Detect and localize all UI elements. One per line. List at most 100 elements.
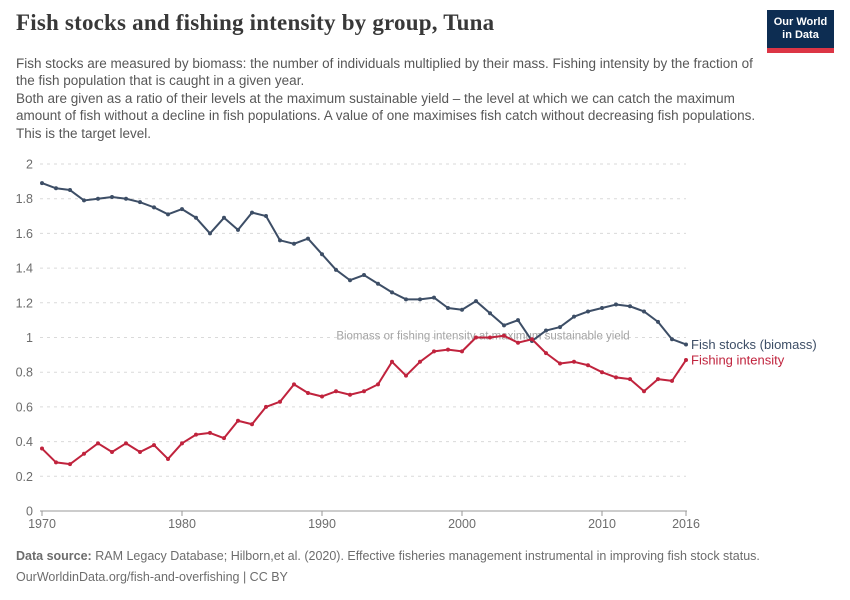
data-point-fishing-intensity-2006 — [544, 351, 548, 356]
data-point-fishing-intensity-2007 — [558, 361, 562, 366]
owid-logo-line2: in Data — [782, 29, 819, 41]
footer-link-line[interactable]: OurWorldinData.org/fish-and-overfishing … — [16, 570, 288, 584]
y-tick-label-1.2: 1.2 — [16, 296, 33, 310]
data-point-fishing-intensity-1971 — [54, 460, 58, 465]
data-point-fishing-intensity-2001 — [474, 335, 478, 340]
data-point-fish-stocks-biomass-1998 — [432, 295, 436, 300]
data-point-fish-stocks-biomass-2014 — [656, 319, 660, 324]
data-point-fish-stocks-biomass-2015 — [670, 337, 674, 342]
data-point-fish-stocks-biomass-1991 — [334, 267, 338, 272]
subtitle-paragraph-1: Fish stocks are measured by biomass: the… — [16, 56, 753, 89]
data-point-fish-stocks-biomass-1982 — [208, 231, 212, 236]
data-point-fishing-intensity-1991 — [334, 389, 338, 394]
data-point-fish-stocks-biomass-2012 — [628, 304, 632, 309]
data-point-fishing-intensity-1998 — [432, 349, 436, 354]
data-point-fishing-intensity-1985 — [250, 422, 254, 427]
y-tick-label-0.4: 0.4 — [16, 435, 33, 449]
data-point-fishing-intensity-1975 — [110, 450, 114, 455]
data-point-fish-stocks-biomass-1987 — [278, 238, 282, 243]
x-tick-label-2000: 2000 — [448, 517, 476, 531]
data-point-fish-stocks-biomass-1986 — [264, 214, 268, 219]
data-point-fish-stocks-biomass-2001 — [474, 299, 478, 304]
data-point-fish-stocks-biomass-2010 — [600, 306, 604, 311]
y-tick-label-2: 2 — [26, 158, 33, 172]
data-point-fishing-intensity-1995 — [390, 359, 394, 364]
data-point-fishing-intensity-1984 — [236, 418, 240, 423]
data-point-fish-stocks-biomass-2000 — [460, 307, 464, 312]
data-point-fishing-intensity-1973 — [82, 451, 86, 456]
line-chart: 0 0.2 0.4 0.6 0.8 1 1.2 1.4 1.6 1.8 2 Biomass or fi… — [0, 150, 850, 545]
data-point-fishing-intensity-1997 — [418, 359, 422, 364]
x-tick-label-1990: 1990 — [308, 517, 336, 531]
data-point-fish-stocks-biomass-1988 — [292, 241, 296, 246]
data-point-fishing-intensity-1992 — [348, 392, 352, 397]
data-point-fishing-intensity-1990 — [320, 394, 324, 399]
data-point-fish-stocks-biomass-2002 — [488, 311, 492, 316]
data-point-fishing-intensity-1979 — [166, 456, 170, 461]
data-point-fishing-intensity-2010 — [600, 370, 604, 375]
data-point-fish-stocks-biomass-1981 — [194, 215, 198, 220]
data-point-fish-stocks-biomass-1974 — [96, 196, 100, 201]
data-point-fish-stocks-biomass-1979 — [166, 212, 170, 217]
data-point-fishing-intensity-1970 — [40, 446, 44, 451]
data-point-fishing-intensity-1974 — [96, 441, 100, 446]
owid-logo[interactable]: Our World in Data — [767, 10, 834, 53]
data-point-fish-stocks-biomass-1997 — [418, 297, 422, 302]
data-point-fishing-intensity-1972 — [68, 462, 72, 467]
data-point-fishing-intensity-2011 — [614, 375, 618, 380]
subtitle-paragraph-2: Both are given as a ratio of their level… — [16, 90, 756, 141]
y-tick-label-0: 0 — [26, 505, 33, 519]
data-point-fish-stocks-biomass-1994 — [376, 281, 380, 286]
x-tick-label-1970: 1970 — [28, 517, 56, 531]
data-point-fishing-intensity-1983 — [222, 436, 226, 441]
y-tick-label-1.8: 1.8 — [16, 192, 33, 206]
data-point-fish-stocks-biomass-1999 — [446, 306, 450, 311]
data-point-fishing-intensity-1993 — [362, 389, 366, 394]
owid-logo-text: Our World in Data — [767, 10, 834, 48]
data-point-fish-stocks-biomass-1989 — [306, 236, 310, 241]
data-point-fish-stocks-biomass-1984 — [236, 227, 240, 232]
chart-subtitle: Fish stocks are measured by biomass: the… — [16, 55, 761, 142]
data-point-fish-stocks-biomass-2004 — [516, 318, 520, 323]
data-point-fishing-intensity-1996 — [404, 373, 408, 378]
x-tick-label-2016: 2016 — [672, 517, 700, 531]
data-point-fishing-intensity-2004 — [516, 340, 520, 345]
footer-source-label: Data source: — [16, 549, 92, 563]
data-point-fishing-intensity-1987 — [278, 399, 282, 404]
page-title: Fish stocks and fishing intensity by gro… — [16, 10, 495, 35]
data-point-fish-stocks-biomass-2013 — [642, 309, 646, 314]
data-point-fish-stocks-biomass-2011 — [614, 302, 618, 307]
data-point-fish-stocks-biomass-1971 — [54, 186, 58, 191]
data-point-fishing-intensity-1976 — [124, 441, 128, 446]
data-point-fish-stocks-biomass-2003 — [502, 323, 506, 328]
series-line-fishing-intensity[interactable] — [41, 334, 687, 466]
y-tick-label-0.6: 0.6 — [16, 400, 33, 414]
data-point-fishing-intensity-1982 — [208, 430, 212, 435]
data-point-fishing-intensity-2015 — [670, 378, 674, 383]
data-point-fish-stocks-biomass-1975 — [110, 194, 114, 199]
data-point-fishing-intensity-2000 — [460, 349, 464, 354]
data-point-fish-stocks-biomass-1993 — [362, 273, 366, 278]
data-point-fish-stocks-biomass-1985 — [250, 210, 254, 215]
data-point-fish-stocks-biomass-2009 — [586, 309, 590, 314]
series-label-fish-stocks-biomass: Fish stocks (biomass) — [691, 337, 817, 352]
footer-source-text: RAM Legacy Database; Hilborn,et al. (202… — [91, 549, 760, 563]
data-point-fishing-intensity-2012 — [628, 377, 632, 382]
series-line-fish-stocks-biomass[interactable] — [41, 182, 687, 346]
data-point-fishing-intensity-1999 — [446, 347, 450, 352]
data-point-fish-stocks-biomass-1976 — [124, 196, 128, 201]
data-point-fishing-intensity-2008 — [572, 359, 576, 364]
footer-source-line: Data source: RAM Legacy Database; Hilbor… — [16, 546, 836, 567]
data-point-fish-stocks-biomass-2006 — [544, 328, 548, 333]
y-tick-label-0.2: 0.2 — [16, 470, 33, 484]
owid-logo-line1: Our World — [773, 16, 828, 28]
data-point-fishing-intensity-2002 — [488, 335, 492, 340]
data-point-fish-stocks-biomass-1995 — [390, 290, 394, 295]
y-tick-label-1.4: 1.4 — [16, 262, 33, 276]
series-label-fishing-intensity: Fishing intensity — [691, 353, 785, 368]
data-point-fishing-intensity-2005 — [530, 337, 534, 342]
data-point-fish-stocks-biomass-1983 — [222, 215, 226, 220]
data-point-fishing-intensity-2009 — [586, 363, 590, 368]
